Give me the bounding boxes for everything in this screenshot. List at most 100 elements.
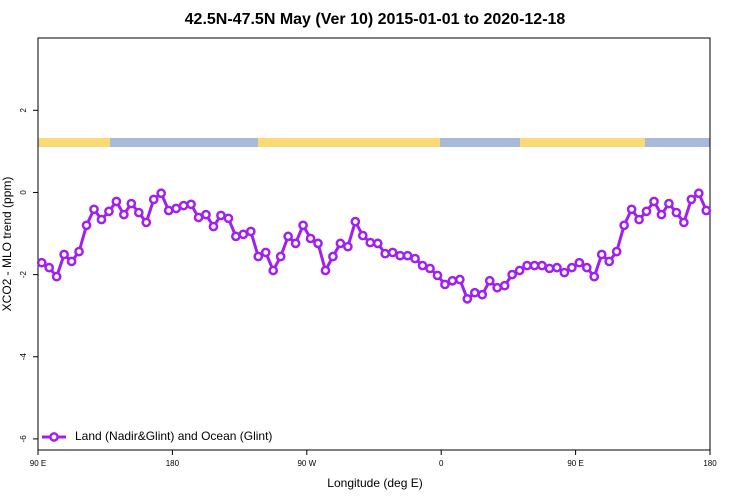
x-tick-label: 180 xyxy=(703,459,717,468)
data-point xyxy=(328,251,338,262)
data-point xyxy=(186,199,196,210)
data-point xyxy=(365,237,376,248)
data-point xyxy=(178,200,189,211)
data-point xyxy=(387,247,398,258)
data-point xyxy=(305,233,316,244)
x-tick-label: 0 xyxy=(439,459,444,468)
data-point xyxy=(679,217,689,228)
data-point xyxy=(171,203,181,214)
data-point xyxy=(44,262,55,273)
data-point xyxy=(320,265,331,276)
data-point xyxy=(201,209,211,220)
data-point xyxy=(462,293,473,304)
y-tick-label: -2 xyxy=(19,271,28,279)
data-point xyxy=(656,209,667,220)
data-point xyxy=(81,220,92,231)
data-point xyxy=(634,214,644,225)
y-tick-label: 2 xyxy=(19,108,28,113)
data-point xyxy=(574,257,585,268)
data-point xyxy=(596,249,607,260)
data-point xyxy=(66,256,77,267)
legend-label: Land (Nadir&Glint) and Ocean (Glint) xyxy=(75,429,272,443)
data-point xyxy=(611,246,622,257)
legend-marker xyxy=(49,432,59,442)
data-point xyxy=(671,207,682,218)
data-point xyxy=(357,230,368,241)
data-point xyxy=(410,253,420,264)
data-point xyxy=(537,260,547,271)
data-point xyxy=(455,274,465,285)
data-point xyxy=(522,260,532,271)
data-point xyxy=(96,214,107,225)
data-point xyxy=(567,262,577,273)
y-axis-label: XCO2 - MLO trend (ppm) xyxy=(0,177,14,312)
data-point xyxy=(693,188,704,199)
data-point xyxy=(604,256,615,267)
data-point xyxy=(290,238,301,249)
data-point xyxy=(402,250,413,261)
data-point xyxy=(477,289,488,300)
data-point xyxy=(484,275,495,286)
plot-frame xyxy=(37,37,711,451)
data-point xyxy=(260,247,271,258)
data-point xyxy=(283,231,293,242)
data-point xyxy=(51,271,62,282)
data-point xyxy=(231,231,241,242)
data-point xyxy=(514,265,525,276)
data-point xyxy=(529,260,540,271)
data-point xyxy=(223,213,234,224)
data-point xyxy=(589,271,600,282)
data-point xyxy=(552,262,562,273)
data-point xyxy=(126,198,137,209)
data-point xyxy=(343,241,353,252)
data-point xyxy=(141,217,152,228)
data-point xyxy=(350,216,361,227)
data-point xyxy=(238,229,249,240)
data-point xyxy=(507,269,517,280)
data-point xyxy=(544,263,555,274)
y-tick-label: -4 xyxy=(19,353,28,361)
data-point xyxy=(148,194,159,205)
data-point xyxy=(193,212,204,223)
data-point xyxy=(686,194,697,205)
data-point xyxy=(469,287,480,298)
data-point xyxy=(253,251,264,262)
y-tick-label: 0 xyxy=(19,190,28,195)
data-point xyxy=(245,226,256,237)
data-point xyxy=(275,251,286,262)
data-point xyxy=(619,220,629,231)
data-point xyxy=(499,280,510,291)
data-point xyxy=(559,267,570,278)
data-point xyxy=(133,207,144,218)
data-point xyxy=(268,265,279,276)
data-point xyxy=(36,257,47,268)
data-point xyxy=(313,238,323,249)
data-point xyxy=(163,205,174,216)
x-tick-label: 180 xyxy=(166,459,180,468)
data-point xyxy=(425,263,435,274)
data-point xyxy=(581,262,592,273)
data-point xyxy=(380,248,391,259)
chart-title: 42.5N-47.5N May (Ver 10) 2015-01-01 to 2… xyxy=(185,11,566,28)
data-point xyxy=(395,250,405,261)
data-point xyxy=(649,196,659,207)
data-point xyxy=(432,270,443,281)
x-tick-label: 90 E xyxy=(567,459,583,468)
data-point xyxy=(447,275,458,286)
data-point xyxy=(492,282,503,293)
land-ocean-strip xyxy=(38,138,710,147)
data-point xyxy=(74,246,84,257)
data-point xyxy=(111,196,122,207)
data-point xyxy=(440,279,450,290)
data-point xyxy=(298,220,308,231)
data-point xyxy=(89,204,99,215)
data-point xyxy=(119,209,129,220)
data-point xyxy=(59,249,69,260)
data-point xyxy=(372,238,383,249)
data-point xyxy=(641,206,652,217)
data-point xyxy=(216,210,226,221)
x-tick-label: 90 W xyxy=(297,459,316,468)
x-axis-label: Longitude (deg E) xyxy=(327,476,422,490)
data-point xyxy=(626,204,637,215)
